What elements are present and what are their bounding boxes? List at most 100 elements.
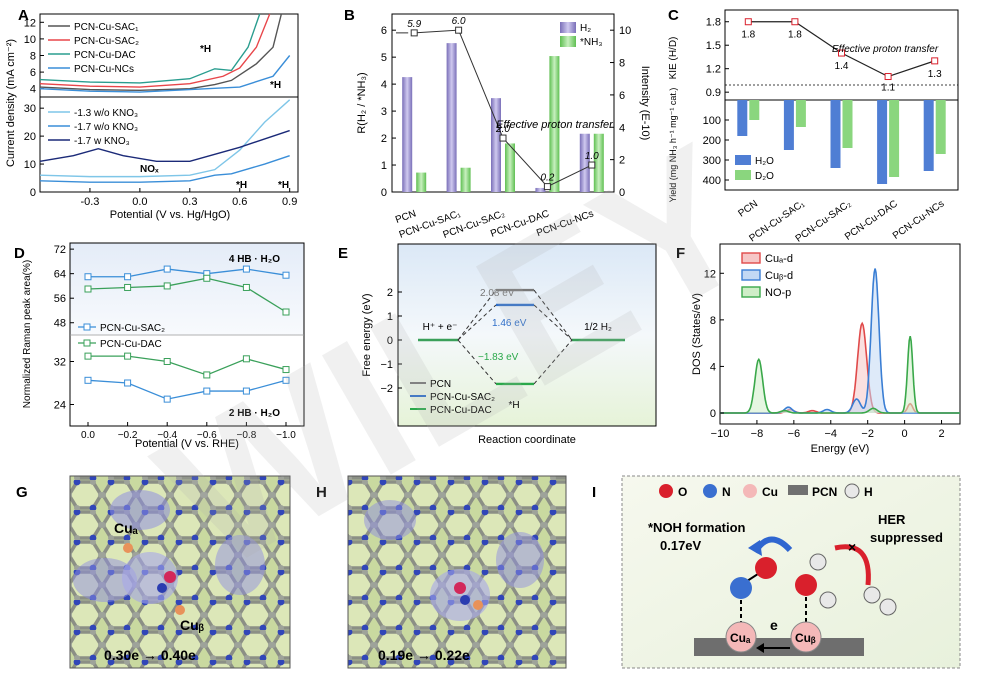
panel-d-marker bbox=[163, 395, 171, 403]
panel-d-bottom-line bbox=[88, 355, 287, 376]
panel-b-bar-h2 bbox=[402, 77, 413, 192]
panel-a-ylabel: Current density (mA cm⁻²) bbox=[5, 39, 17, 167]
panel-c-kie-label: 1.1 bbox=[881, 83, 895, 94]
panel-b-left-tick-label: 1 bbox=[381, 160, 387, 172]
panel-a-top-line-1 bbox=[39, 13, 271, 88]
panel-g-cu-a-label: Cuₐ bbox=[114, 520, 139, 536]
panel-c-bar-d2o bbox=[935, 100, 946, 154]
panel-c-kie-ylabel: KIE (H/D) bbox=[668, 37, 679, 80]
panel-f-legend-swatch bbox=[741, 252, 761, 264]
panel-b-bar-nh3 bbox=[549, 56, 560, 193]
panel-e-tick-label: 0 bbox=[387, 335, 393, 347]
panel-a-top-tick-label: 6 bbox=[30, 67, 36, 79]
panel-c-kie-marker bbox=[931, 57, 939, 65]
panel-d-x-tick-label: −1.0 bbox=[276, 430, 296, 441]
panel-c-kie-tick-label: 1.8 bbox=[706, 17, 721, 29]
panel-f-x-tick-label: 2 bbox=[938, 428, 944, 440]
panel-f-x-tick-label: −10 bbox=[711, 428, 730, 440]
panel-h-charge-label: 0.19e → 0.22e bbox=[378, 647, 470, 663]
panel-e-legend-label: PCN bbox=[430, 379, 451, 390]
panel-i-o-atom-2 bbox=[795, 574, 817, 596]
panel-f-y-tick-label: 12 bbox=[704, 268, 716, 280]
panel-d-marker bbox=[203, 371, 211, 379]
panel-b-ratio-marker bbox=[455, 26, 463, 34]
panel-i-h-atom-4 bbox=[879, 598, 897, 616]
panel-d-tick-label: 56 bbox=[54, 293, 66, 305]
panel-f-x-tick-label: −8 bbox=[751, 428, 764, 440]
panel-c-kie-label: 1.3 bbox=[928, 69, 942, 80]
panel-f-legend-swatch bbox=[741, 286, 761, 298]
panel-g-charge-cloud-3 bbox=[215, 535, 265, 595]
panel-a-x-tick-label: 0.9 bbox=[282, 196, 297, 208]
panel-a-annotation-nox: NOₓ bbox=[140, 164, 159, 175]
panel-d-marker bbox=[163, 358, 171, 365]
panel-c-yield-ylabel: Yield (mg NH₃ h⁻¹ mg⁻¹ cat.) bbox=[668, 88, 678, 203]
panel-c-legend-d2o: D₂O bbox=[755, 171, 774, 182]
panel-a-top-tick-label: 8 bbox=[30, 51, 36, 63]
panel-f-curve bbox=[720, 336, 960, 414]
panel-i-her-label-2: suppressed bbox=[870, 530, 943, 545]
panel-f-area bbox=[720, 336, 960, 413]
cu-atom-icon bbox=[743, 484, 757, 498]
panel-d-label-top: 4 HB · H₂O bbox=[229, 254, 280, 265]
panel-a-top-legend-label: PCN-Cu-SAC₂ bbox=[74, 36, 139, 47]
panel-d-marker bbox=[84, 273, 92, 281]
panel-a-cv-chart: A 4 6 8 10 12 0 10 20 30 -0.3 0.0 0.3 0.6 0.9 PCN-C… bbox=[5, 7, 299, 221]
h-atom-icon bbox=[844, 483, 860, 499]
panel-b-bar-nh3 bbox=[505, 143, 515, 192]
panel-d-tick-label: 32 bbox=[54, 357, 66, 369]
panel-f-legend-label: Cuₐ-d bbox=[765, 253, 793, 265]
panel-d-marker bbox=[282, 376, 290, 384]
panel-d-x-tick-label: 0.0 bbox=[81, 430, 95, 441]
panel-a-top-line-3 bbox=[39, 55, 291, 93]
panel-b-left-tick-label: 6 bbox=[381, 25, 387, 37]
panel-c-bar-h2o bbox=[830, 100, 841, 168]
panel-e-connector bbox=[533, 289, 573, 341]
panel-a-x-tick-label: 0.0 bbox=[132, 196, 147, 208]
panel-c-kie-marker bbox=[791, 18, 799, 26]
panel-c-legend-h2o-swatch bbox=[735, 155, 751, 165]
panel-e-tick-label: 1 bbox=[387, 311, 393, 323]
panel-b-right-tick-label: 10 bbox=[619, 25, 631, 37]
panel-c-bar-d2o bbox=[795, 100, 806, 127]
panel-d-x-tick-label: −0.2 bbox=[118, 430, 138, 441]
panel-b-legend-h2: H₂ bbox=[580, 23, 591, 34]
panel-c-bar-d2o bbox=[842, 100, 853, 148]
panel-b-ticks: 0 1 2 3 4 5 6 0 2 4 6 8 10 bbox=[381, 25, 631, 199]
panel-a-top-line-2 bbox=[39, 13, 261, 84]
panel-e-value-pcn: 2.08 eV bbox=[480, 288, 515, 299]
panel-b-ratio-label: 2.0 bbox=[495, 124, 510, 135]
panel-d-marker bbox=[242, 387, 250, 395]
noh-arrowhead-icon bbox=[748, 540, 762, 556]
panel-b-left-tick-label: 2 bbox=[381, 133, 387, 145]
panel-f-legend: Cuₐ-d Cuᵦ-d NO-p bbox=[741, 252, 793, 299]
panel-a-top-yticks: 4 6 8 10 12 bbox=[24, 17, 44, 96]
panel-d-marker bbox=[242, 355, 250, 363]
panel-i-cu-b-atom bbox=[790, 621, 822, 653]
panel-b-left-tick-label: 0 bbox=[381, 187, 387, 199]
panel-g-nitrogen-atom bbox=[157, 583, 167, 593]
panel-b-bar-h2 bbox=[491, 98, 501, 192]
panel-i-legend-n: N bbox=[722, 485, 731, 499]
panel-d-top-line bbox=[88, 268, 287, 278]
panel-f-frame bbox=[719, 243, 961, 425]
panel-c-yield-tick-label: 200 bbox=[703, 135, 721, 147]
panel-d-legend-label: PCN-Cu-DAC bbox=[100, 339, 162, 350]
panel-c-bar-d2o bbox=[749, 100, 760, 120]
panel-label-i: I bbox=[592, 484, 596, 501]
panel-g-oxygen-atom bbox=[164, 571, 176, 583]
panel-i-cu-a-label: Cuₐ bbox=[730, 631, 751, 645]
panel-d-tick-label: 64 bbox=[54, 269, 66, 281]
panel-d-series bbox=[84, 265, 290, 403]
panel-b-left-tick-label: 3 bbox=[381, 106, 387, 118]
panel-d-frame bbox=[69, 242, 305, 427]
panel-b-annotation: Effective proton transfer bbox=[496, 119, 614, 131]
panel-e-connector bbox=[457, 304, 497, 341]
panel-a-bottom-series bbox=[39, 99, 291, 183]
her-arrow-icon bbox=[834, 544, 871, 586]
panel-i-legend-pcn: PCN bbox=[812, 485, 837, 499]
panel-c-kie-marker bbox=[744, 18, 752, 26]
panel-c-kie-label: 1.4 bbox=[835, 61, 849, 72]
panel-d-x-tick-label: −0.4 bbox=[157, 430, 177, 441]
